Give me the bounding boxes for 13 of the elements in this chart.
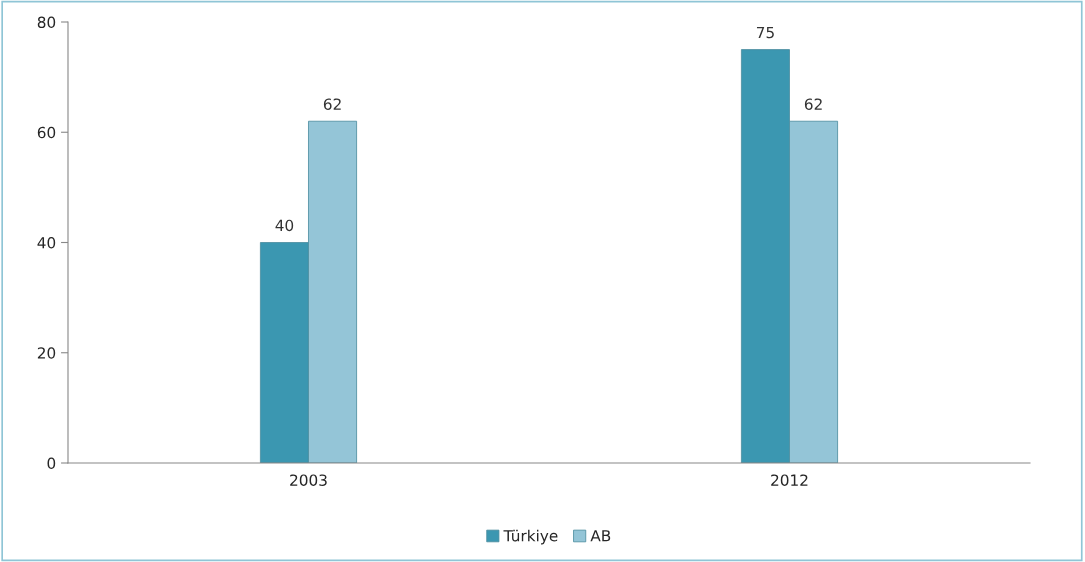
y-tick-label: 40 [37,236,56,249]
data-label: 75 [756,26,774,39]
y-tick-label: 80 [37,16,56,29]
x-tick-label: 2003 [290,474,327,486]
legend-label: AB [590,530,611,542]
y-tick-label: 60 [37,126,56,139]
y-tick-label: 20 [37,347,56,359]
x-tick-label: 2012 [771,474,808,486]
legend-label: Türkiye [503,529,558,545]
data-label: 62 [323,98,341,110]
y-tick-label: 0 [47,457,56,470]
data-label: 62 [804,98,822,110]
data-label: 40 [275,219,294,232]
